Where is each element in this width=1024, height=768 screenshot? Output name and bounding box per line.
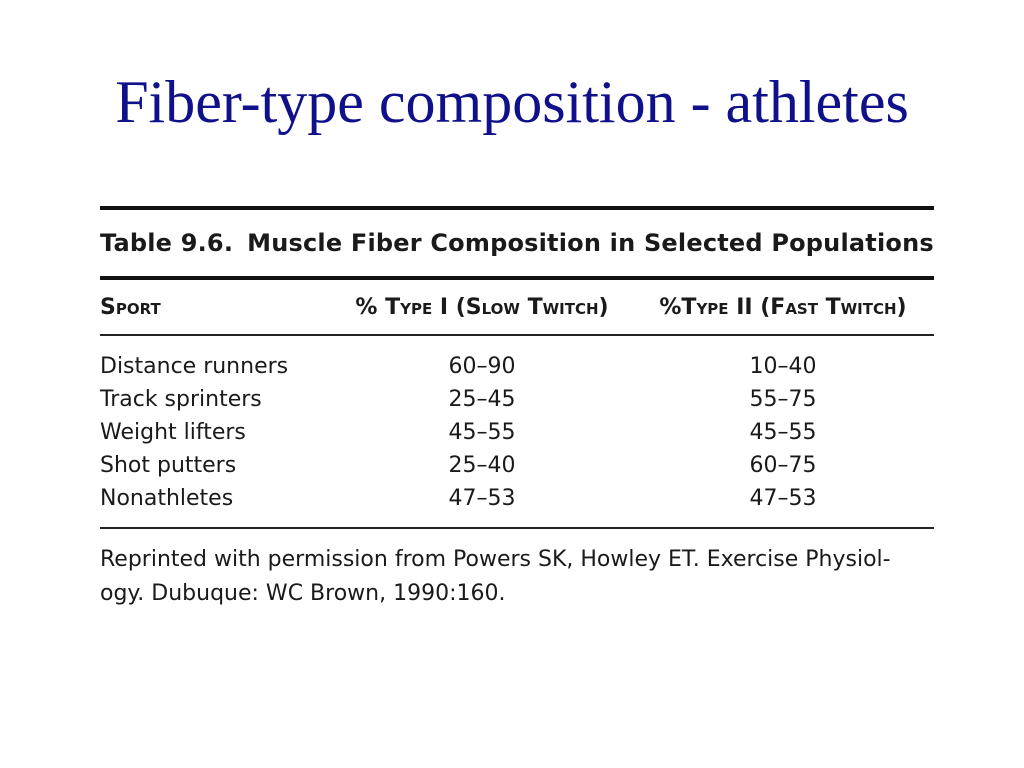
table-caption-text: Muscle Fiber Composition in Selected Pop…	[247, 229, 934, 257]
cell-sport: Weight lifters	[100, 420, 246, 445]
header-sport: Sport	[100, 294, 161, 320]
table-header-top-rule	[100, 276, 934, 280]
cell-sport: Nonathletes	[100, 486, 234, 511]
cell-type2: 60–75	[749, 453, 817, 478]
table-row: Weight lifters 45–55 45–55	[100, 416, 934, 449]
table-header-row: Sport % Type I (Slow Twitch) %Type II (F…	[100, 280, 934, 334]
table-caption-number: Table 9.6.	[100, 229, 234, 257]
table-row: Track sprinters 25–45 55–75	[100, 383, 934, 416]
cell-type2: 10–40	[749, 354, 817, 379]
table-caption: Table 9.6. Muscle Fiber Composition in S…	[100, 210, 934, 276]
table-top-rule	[100, 206, 934, 210]
table-row: Shot putters 25–40 60–75	[100, 449, 934, 482]
table-row: Distance runners 60–90 10–40	[100, 350, 934, 383]
cell-type1: 25–45	[448, 387, 516, 412]
reprint-note: Reprinted with permission from Powers SK…	[100, 543, 934, 611]
cell-sport: Shot putters	[100, 453, 237, 478]
cell-sport: Track sprinters	[100, 387, 262, 412]
fiber-composition-table: Table 9.6. Muscle Fiber Composition in S…	[100, 206, 934, 611]
table-row: Nonathletes 47–53 47–53	[100, 482, 934, 515]
header-type2: %Type II (Fast Twitch)	[659, 294, 907, 320]
slide-title: Fiber-type composition - athletes	[115, 69, 909, 135]
table-bottom-rule	[100, 527, 934, 529]
cell-type1: 45–55	[448, 420, 516, 445]
cell-sport: Distance runners	[100, 354, 289, 379]
table-body: Distance runners 60–90 10–40 Track sprin…	[100, 336, 934, 527]
cell-type2: 47–53	[749, 486, 817, 511]
cell-type1: 47–53	[448, 486, 516, 511]
table-header-bottom-rule	[100, 334, 934, 336]
cell-type1: 60–90	[448, 354, 516, 379]
reprint-line-2: ogy. Dubuque: WC Brown, 1990:160.	[100, 581, 506, 606]
cell-type1: 25–40	[448, 453, 516, 478]
header-type1: % Type I (Slow Twitch)	[355, 294, 609, 320]
cell-type2: 45–55	[749, 420, 817, 445]
reprint-line-1: Reprinted with permission from Powers SK…	[100, 547, 891, 572]
cell-type2: 55–75	[749, 387, 817, 412]
